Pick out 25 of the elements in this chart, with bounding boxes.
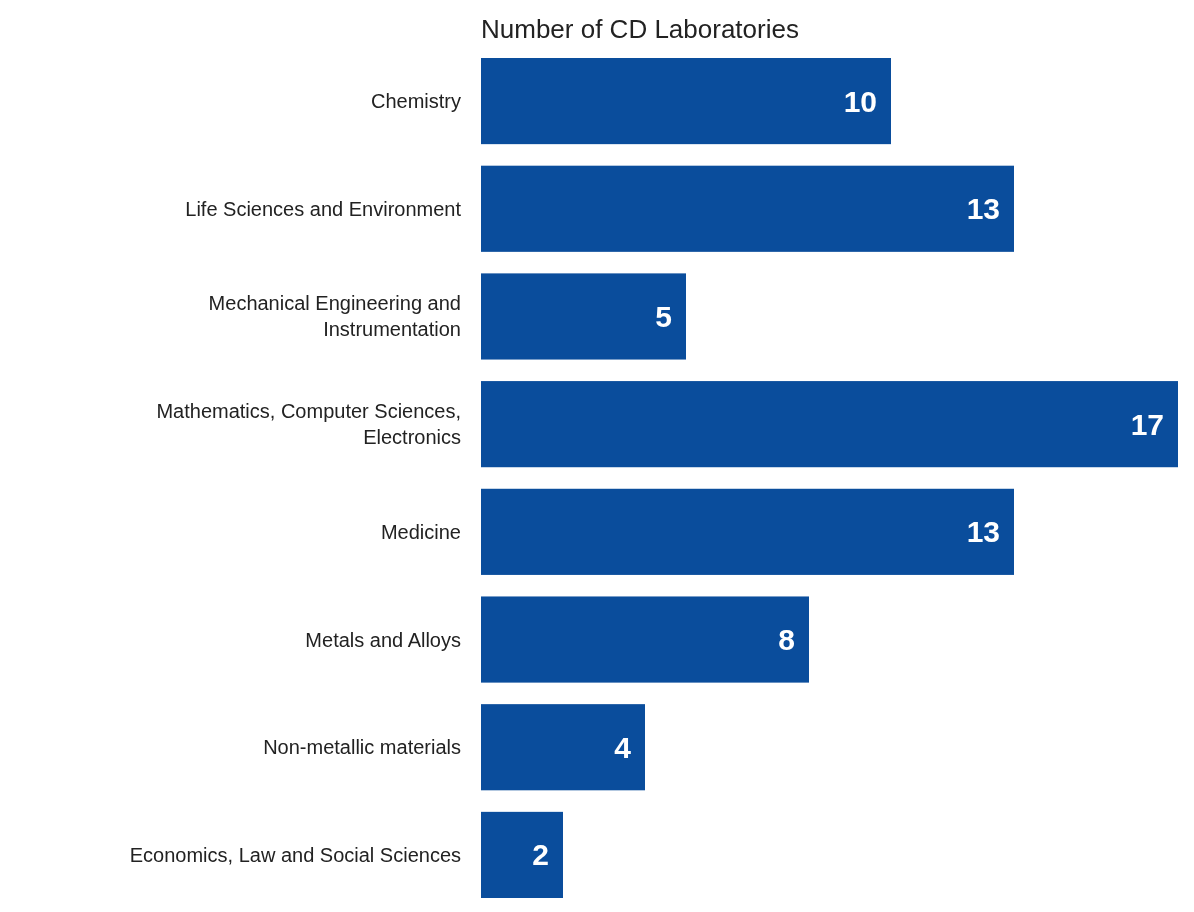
y-tick-label: Non-metallic materials: [263, 736, 461, 759]
bar: [481, 165, 1014, 252]
data-label: 4: [614, 730, 632, 764]
y-tick-label: Metals and Alloys: [305, 628, 461, 651]
data-label: 13: [966, 192, 1000, 226]
bar: [481, 596, 809, 683]
data-label: 2: [532, 838, 549, 872]
y-tick-label: Mathematics, Computer Sciences, Electronics: [156, 400, 461, 449]
data-label: 10: [843, 84, 877, 118]
bar: [481, 381, 1178, 468]
bar: [481, 811, 563, 898]
y-tick-label: Medicine: [380, 520, 461, 543]
data-label: 5: [655, 299, 672, 333]
bar: [481, 704, 645, 791]
bar: [481, 58, 891, 145]
y-tick-label: Economics, Law and Social Sciences: [129, 843, 461, 866]
data-label: 8: [778, 623, 795, 657]
y-tick-label: Life Sciences and Environment: [185, 197, 462, 220]
data-label: 17: [1130, 407, 1164, 441]
y-tick-label: Mechanical Engineering and Instrumentation: [208, 292, 461, 341]
y-tick-label: Chemistry: [370, 90, 461, 113]
data-label: 13: [966, 515, 1000, 549]
chart-title: Number of CD Laboratories: [481, 14, 799, 44]
bar: [481, 273, 686, 360]
bar: [481, 488, 1014, 575]
